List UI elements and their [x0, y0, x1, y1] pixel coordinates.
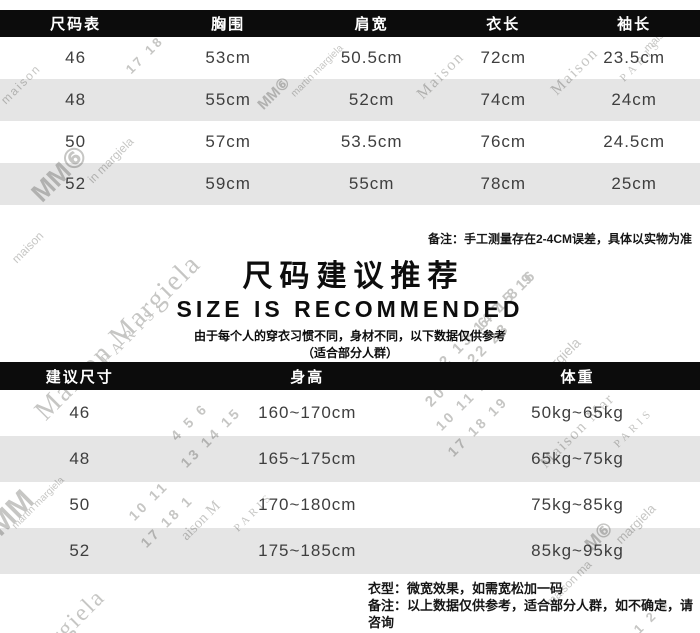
- suggestion-table-header-cell: 建议尺寸: [45, 368, 114, 386]
- table-row: 48 165~175cm 65kg~75kg: [0, 436, 700, 482]
- table-cell: 53.5cm: [340, 132, 403, 151]
- size-table-header-cell: 衣长: [486, 16, 521, 33]
- table-cell: 55cm: [205, 90, 251, 109]
- table-row: 48 55cm 52cm 74cm 24cm: [0, 79, 700, 121]
- table-cell: 50kg~65kg: [531, 403, 624, 422]
- table-cell: 48: [65, 90, 87, 109]
- table-cell: 170~180cm: [258, 495, 357, 514]
- size-table-header-cell: 尺码表: [50, 16, 102, 33]
- size-table-header-cell: 袖长: [617, 16, 652, 33]
- table-cell: 52: [69, 541, 91, 560]
- table-cell: 52: [65, 174, 87, 193]
- fit-note: 衣型：微宽效果，如需宽松加一码: [368, 581, 564, 596]
- table-row: 50 170~180cm 75kg~85kg: [0, 482, 700, 528]
- suggestion-table-header-cell: 体重: [560, 368, 595, 386]
- recommendation-audience: （适合部分人群）: [301, 346, 398, 360]
- table-row: 52 59cm 55cm 78cm 25cm: [0, 163, 700, 205]
- table-cell: 165~175cm: [258, 449, 357, 468]
- recommendation-subtitle: 由于每个人的穿衣习惯不同，身材不同，以下数据仅供参考: [193, 329, 506, 343]
- size-table-header-cell: 肩宽: [354, 16, 389, 33]
- table-cell: 50: [69, 495, 91, 514]
- table-cell: 53cm: [205, 48, 251, 67]
- measurement-note: 备注：手工测量存在2-4CM误差，具体以实物为准: [427, 232, 692, 246]
- table-cell: 46: [65, 48, 87, 67]
- table-cell: 78cm: [480, 174, 527, 193]
- table-cell: 74cm: [480, 90, 527, 109]
- table-cell: 25cm: [611, 174, 657, 193]
- size-table-header: 尺码表 胸围 肩宽 衣长 袖长: [0, 10, 700, 37]
- recommendation-title-en: SIZE IS RECOMMENDED: [176, 296, 524, 322]
- reference-note: 备注：以上数据仅供参考，适合部分人群，如不确定，请咨询: [368, 598, 694, 630]
- table-cell: 23.5cm: [603, 48, 666, 67]
- table-cell: 46: [69, 403, 91, 422]
- table-row: 50 57cm 53.5cm 76cm 24.5cm: [0, 121, 700, 163]
- table-cell: 76cm: [480, 132, 527, 151]
- table-cell: 72cm: [480, 48, 527, 67]
- table-cell: 55cm: [348, 174, 395, 193]
- brand-watermark: argiela: [36, 584, 111, 633]
- table-row: 46 53cm 50.5cm 72cm 23.5cm: [0, 37, 700, 79]
- suggestion-table-header: 建议尺寸 身高 体重: [0, 362, 700, 390]
- table-cell: 160~170cm: [258, 403, 357, 422]
- table-cell: 57cm: [205, 132, 251, 151]
- table-cell: 85kg~95kg: [531, 541, 624, 560]
- suggestion-table-header-cell: 身高: [290, 368, 325, 386]
- table-cell: 24.5cm: [603, 132, 666, 151]
- recommendation-title-cn: 尺码建议推荐: [242, 260, 465, 293]
- table-cell: 65kg~75kg: [531, 449, 624, 468]
- suggestion-table: 建议尺寸 身高 体重 46 160~170cm 50kg~65kg 48 165…: [0, 362, 700, 574]
- footer-notes: 衣型：微宽效果，如需宽松加一码 备注：以上数据仅供参考，适合部分人群，如不确定，…: [368, 580, 700, 631]
- table-row: 52 175~185cm 85kg~95kg: [0, 528, 700, 574]
- size-table: 尺码表 胸围 肩宽 衣长 袖长 46 53cm 50.5cm 72cm 23.5…: [0, 10, 700, 205]
- table-row: 46 160~170cm 50kg~65kg: [0, 390, 700, 436]
- table-cell: 75kg~85kg: [531, 495, 624, 514]
- table-cell: 50: [65, 132, 87, 151]
- table-cell: 59cm: [205, 174, 251, 193]
- table-cell: 24cm: [611, 90, 657, 109]
- table-cell: 50.5cm: [340, 48, 403, 67]
- size-table-header-cell: 胸围: [211, 16, 246, 33]
- table-cell: 48: [69, 449, 91, 468]
- recommendation-block: 尺码建议推荐 SIZE IS RECOMMENDED 由于每个人的穿衣习惯不同，…: [0, 260, 700, 361]
- table-cell: 52cm: [348, 90, 395, 109]
- table-cell: 175~185cm: [258, 541, 357, 560]
